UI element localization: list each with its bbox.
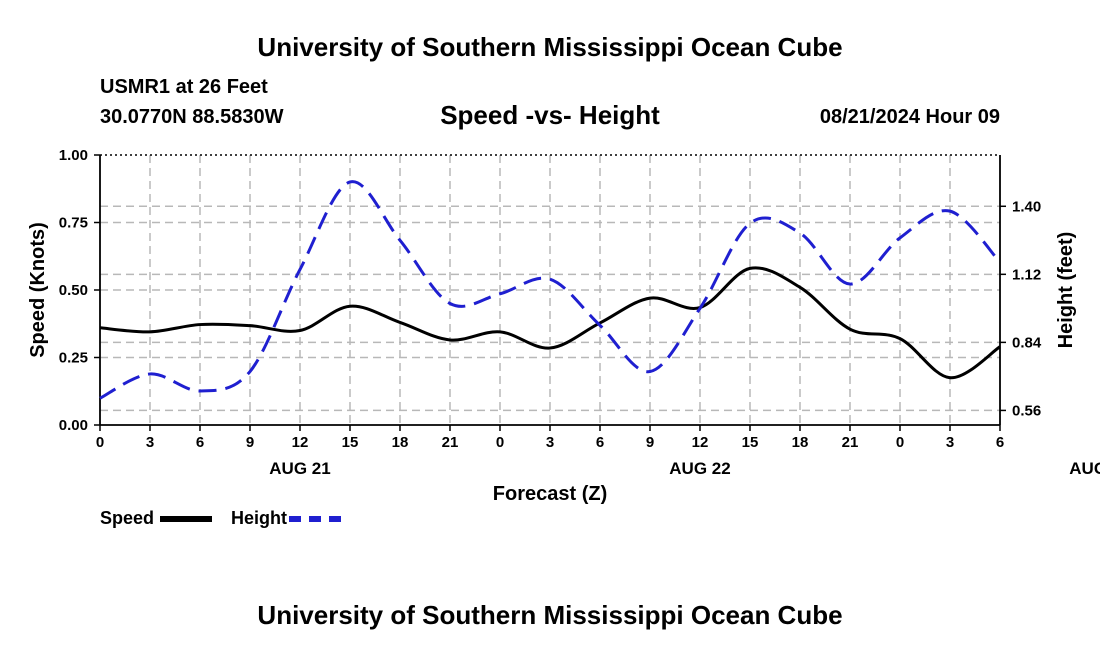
x-tick-label: 18 [792, 434, 809, 451]
footer-title: University of Southern Mississippi Ocean… [257, 600, 843, 630]
station-coordinates: 30.0770N 88.5830W [100, 106, 284, 128]
legend-speed: Speed [100, 508, 213, 529]
y2-tick-label: 1.40 [1012, 198, 1041, 215]
x-axis-title: Forecast (Z) [493, 483, 607, 505]
legend-height: Height [231, 508, 341, 529]
page-title: University of Southern Mississippi Ocean… [257, 32, 843, 62]
y2-tick-label: 1.12 [1012, 266, 1041, 283]
legend-speed-swatch [160, 515, 213, 522]
day-label: AUG 23 [1069, 459, 1100, 478]
x-tick-label: 3 [146, 434, 154, 451]
x-tick-label: 3 [546, 434, 554, 451]
legend-height-label: Height [231, 508, 287, 528]
y-tick-label: 0.50 [59, 282, 88, 299]
forecast-datetime: 08/21/2024 Hour 09 [819, 106, 1000, 128]
day-label: AUG 21 [269, 459, 330, 478]
x-tick-label: 0 [96, 434, 104, 451]
x-tick-label: 3 [946, 434, 954, 451]
x-tick-label: 18 [392, 434, 409, 451]
x-tick-label: 9 [246, 434, 254, 451]
day-label: AUG 22 [669, 459, 730, 478]
x-tick-label: 6 [996, 434, 1004, 451]
x-tick-label: 6 [596, 434, 604, 451]
x-tick-label: 15 [742, 434, 759, 451]
y-tick-label: 0.25 [59, 350, 88, 367]
legend-speed-label: Speed [100, 508, 155, 528]
y-tick-label: 1.00 [59, 147, 88, 164]
x-tick-label: 15 [342, 434, 359, 451]
y2-tick-label: 0.56 [1012, 402, 1041, 419]
x-tick-label: 9 [646, 434, 654, 451]
x-tick-label: 6 [196, 434, 204, 451]
y-axis-title: Speed (Knots) [27, 222, 49, 358]
y-tick-label: 0.00 [59, 417, 88, 434]
y2-tick-label: 0.84 [1012, 334, 1042, 351]
legend-height-swatch [289, 515, 341, 522]
y2-axis-title: Height (feet) [1055, 232, 1077, 349]
x-tick-label: 0 [496, 434, 504, 451]
x-tick-label: 21 [442, 434, 459, 451]
x-tick-label: 12 [692, 434, 709, 451]
chart-title: Speed -vs- Height [440, 100, 660, 130]
x-tick-label: 21 [842, 434, 859, 451]
series-line-height [99, 180, 1002, 400]
x-tick-label: 0 [896, 434, 904, 451]
station-label: USMR1 at 26 Feet [100, 76, 268, 98]
y-tick-label: 0.75 [59, 215, 88, 232]
x-tick-label: 12 [292, 434, 309, 451]
series-line-speed [99, 266, 1001, 380]
